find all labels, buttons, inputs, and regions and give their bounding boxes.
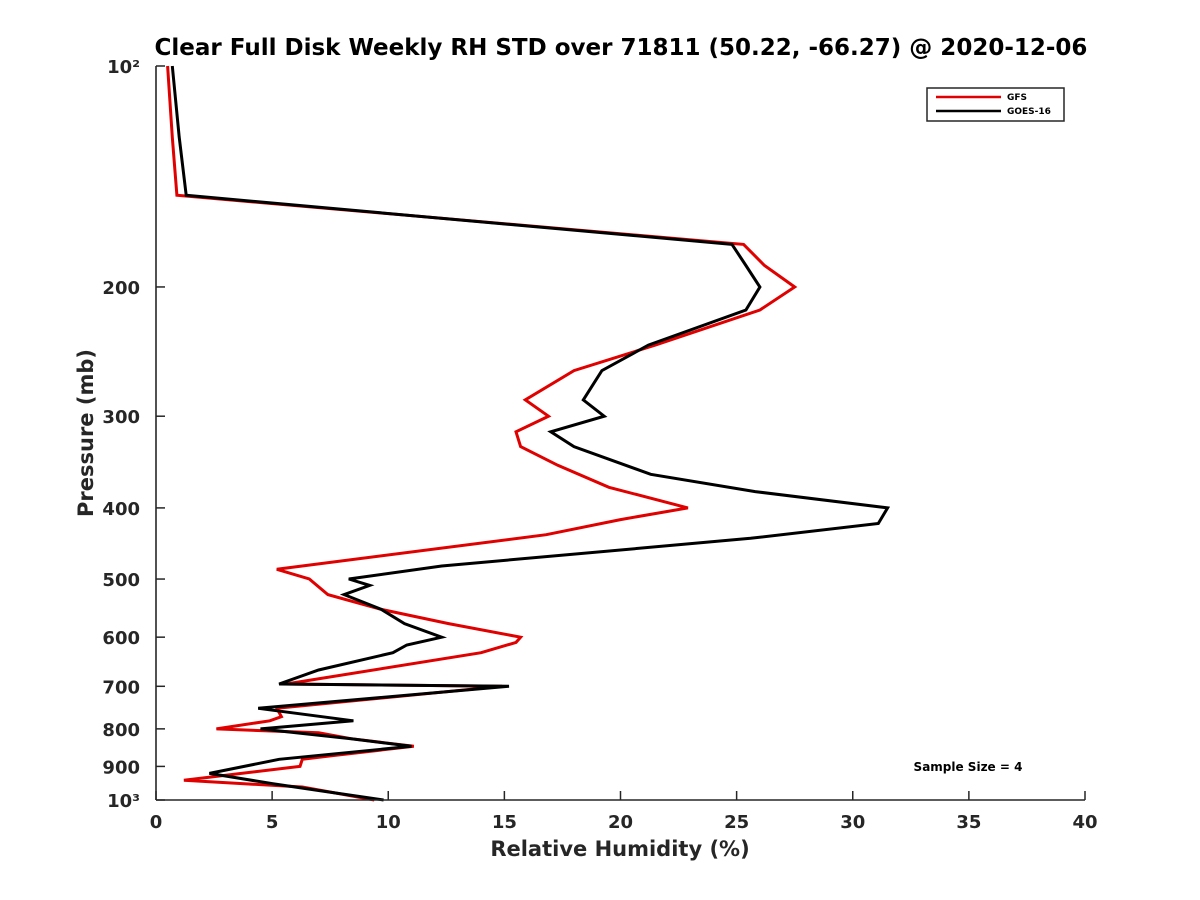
legend-label-goes16: GOES-16 [1007, 107, 1051, 117]
y-tick-label: 500 [102, 570, 140, 591]
y-tick-label: 400 [102, 499, 140, 520]
x-tick-label: 40 [1072, 812, 1097, 833]
x-tick-label: 20 [608, 812, 633, 833]
y-tick-label: 900 [102, 757, 140, 778]
y-axis-label: Pressure (mb) [74, 349, 98, 517]
y-tick-label: 800 [102, 720, 140, 741]
y-tick-label: 200 [102, 278, 140, 299]
chart-title: Clear Full Disk Weekly RH STD over 71811… [155, 35, 1088, 61]
x-tick-label: 25 [724, 812, 749, 833]
x-tick-label: 10 [376, 812, 401, 833]
y-ticks: 10² 200 300 400 500 600 700 800 900 10³ [102, 57, 165, 812]
y-tick-label: 600 [102, 628, 140, 649]
x-tick-label: 30 [840, 812, 865, 833]
plot-area [156, 66, 1085, 800]
x-tick-label: 0 [150, 812, 163, 833]
x-tick-label: 35 [956, 812, 981, 833]
x-tick-label: 15 [492, 812, 517, 833]
legend: GFS GOES-16 [926, 87, 1065, 122]
y-tick-label: 700 [102, 677, 140, 698]
series-line-goes16 [170, 65, 891, 802]
legend-label-gfs: GFS [1007, 93, 1027, 103]
legend-box [926, 87, 1065, 122]
x-axis-label: Relative Humidity (%) [490, 837, 749, 861]
y-tick-label: 300 [102, 407, 140, 428]
y-tick-label: 10³ [107, 791, 140, 812]
x-tick-label: 5 [266, 812, 279, 833]
sample-size-annotation: Sample Size = 4 [914, 760, 1023, 774]
x-ticks: 0 5 10 15 20 25 30 35 40 [150, 791, 1098, 833]
series-layer [166, 65, 891, 802]
y-tick-label: 10² [107, 57, 140, 78]
